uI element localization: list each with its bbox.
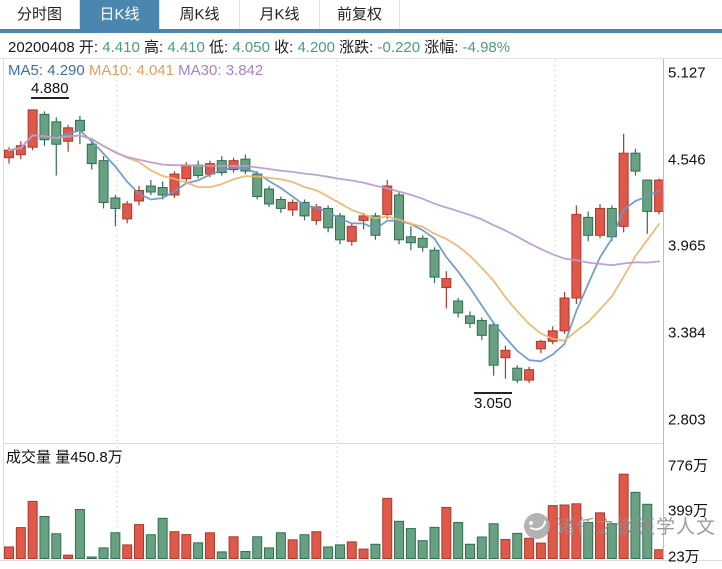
open-value: 4.410	[102, 39, 140, 56]
volume-axis-tick: 399万	[668, 502, 709, 520]
watermark-logo-icon	[524, 512, 550, 539]
price-axis-tick: 3.965	[668, 237, 706, 255]
close-label: 收:	[274, 39, 294, 56]
low-value: 4.050	[232, 39, 270, 56]
tab-underline	[0, 29, 722, 33]
change-pct-label: 涨幅:	[424, 39, 459, 56]
volume-bars-layer	[4, 473, 663, 560]
info-bar-divider	[0, 58, 722, 59]
tab-weekly-kline[interactable]: 周K线	[160, 0, 240, 29]
volume-axis-tick: 23万	[668, 548, 700, 566]
change-value: -0.220	[377, 39, 421, 56]
tab-time-chart[interactable]: 分时图	[0, 0, 80, 29]
ma10-label: MA10: 4.041	[88, 62, 174, 79]
price-axis-tick: 4.546	[668, 151, 706, 169]
price-axis-tick: 5.127	[668, 64, 706, 82]
open-label: 开:	[78, 39, 99, 56]
change-label: 涨跌:	[339, 39, 374, 56]
chart-tab-bar: 分时图 日K线 周K线 月K线 前复权	[0, 0, 722, 29]
ma30-label: MA30: 3.842	[178, 62, 264, 79]
high-value: 4.410	[167, 39, 205, 56]
price-axis-tick: 2.803	[668, 411, 706, 429]
volume-pane-title: 成交量 量450.8万	[6, 446, 123, 467]
chart-frame	[0, 59, 722, 561]
volume-title-label: 成交量	[6, 449, 52, 466]
price-axis-tick: 3.384	[668, 324, 706, 342]
watermark: 诸任之谈医学人文	[524, 512, 716, 539]
date-value: 20200408	[8, 39, 75, 56]
high-price-annotation: 4.880	[31, 80, 69, 99]
close-value: 4.200	[297, 39, 335, 56]
volume-current-value: 量450.8万	[55, 449, 123, 466]
watermark-text: 诸任之谈医学人文	[556, 517, 717, 538]
high-label: 高:	[143, 39, 164, 56]
tab-monthly-kline[interactable]: 月K线	[240, 0, 320, 29]
change-pct-value: -4.98%	[462, 39, 511, 56]
volume-axis-tick: 776万	[668, 457, 709, 475]
ma-lines-layer	[8, 129, 660, 363]
candles-layer	[4, 109, 663, 384]
ma5-label: MA5: 4.290	[8, 62, 85, 79]
tab-daily-kline[interactable]: 日K线	[80, 0, 160, 29]
gridlines	[116, 60, 556, 558]
ma-legend: MA5: 4.290 MA10: 4.041 MA30: 3.842	[8, 62, 263, 79]
ohlc-info-bar: 20200408 开: 4.410 高: 4.410 低: 4.050 收: 4…	[8, 36, 510, 57]
tab-forward-adjusted[interactable]: 前复权	[320, 0, 400, 29]
low-label: 低:	[209, 39, 229, 56]
low-price-annotation: 3.050	[474, 392, 512, 412]
